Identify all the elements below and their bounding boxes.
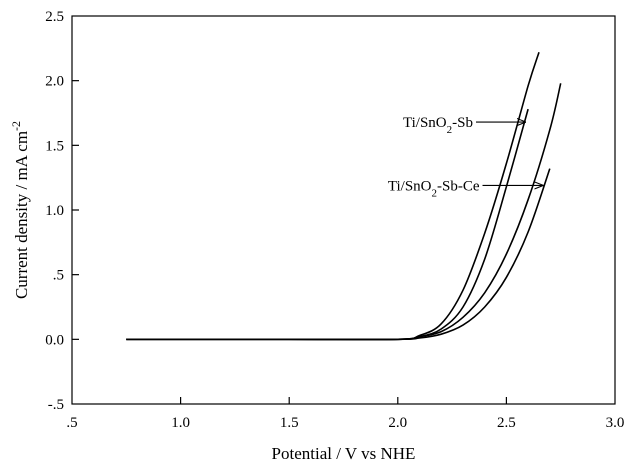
y-tick-label: .5 [53, 268, 64, 284]
y-tick-label: 0.0 [45, 332, 64, 348]
x-tick-label: .5 [66, 415, 77, 431]
x-tick-label: 3.0 [606, 415, 625, 431]
series-1-curve-1 [126, 51, 540, 341]
x-tick-label: 2.5 [497, 415, 516, 431]
series-1-curve-2 [126, 108, 529, 341]
x-tick-label: 1.5 [280, 415, 299, 431]
annotation-label: Ti/SnO2-Sb-Ce [388, 178, 480, 199]
y-tick-label: 1.0 [45, 203, 64, 219]
x-axis: .5 1.0 1.5 2.0 2.5 3.0 [66, 397, 624, 431]
annotations: Ti/SnO2-Sb Ti/SnO2-Sb-Ce [388, 115, 544, 199]
y-tick-label: -.5 [48, 397, 64, 413]
y-axis-title: Current density / mA cm-2 [9, 121, 31, 299]
x-tick-label: 1.0 [171, 415, 190, 431]
annotation-label: Ti/SnO2-Sb [403, 115, 473, 136]
y-tick-label: 2.5 [45, 9, 64, 25]
x-axis-title: Potential / V vs NHE [272, 444, 416, 463]
plot-frame [71, 15, 616, 405]
series-2-curve-2 [126, 168, 551, 341]
y-axis: -.5 0.0 .5 1.0 1.5 2.0 2.5 [45, 9, 79, 413]
x-tick-label: 2.0 [388, 415, 407, 431]
y-tick-label: 2.0 [45, 74, 64, 90]
plot-curves [126, 51, 562, 341]
y-tick-label: 1.5 [45, 138, 64, 154]
